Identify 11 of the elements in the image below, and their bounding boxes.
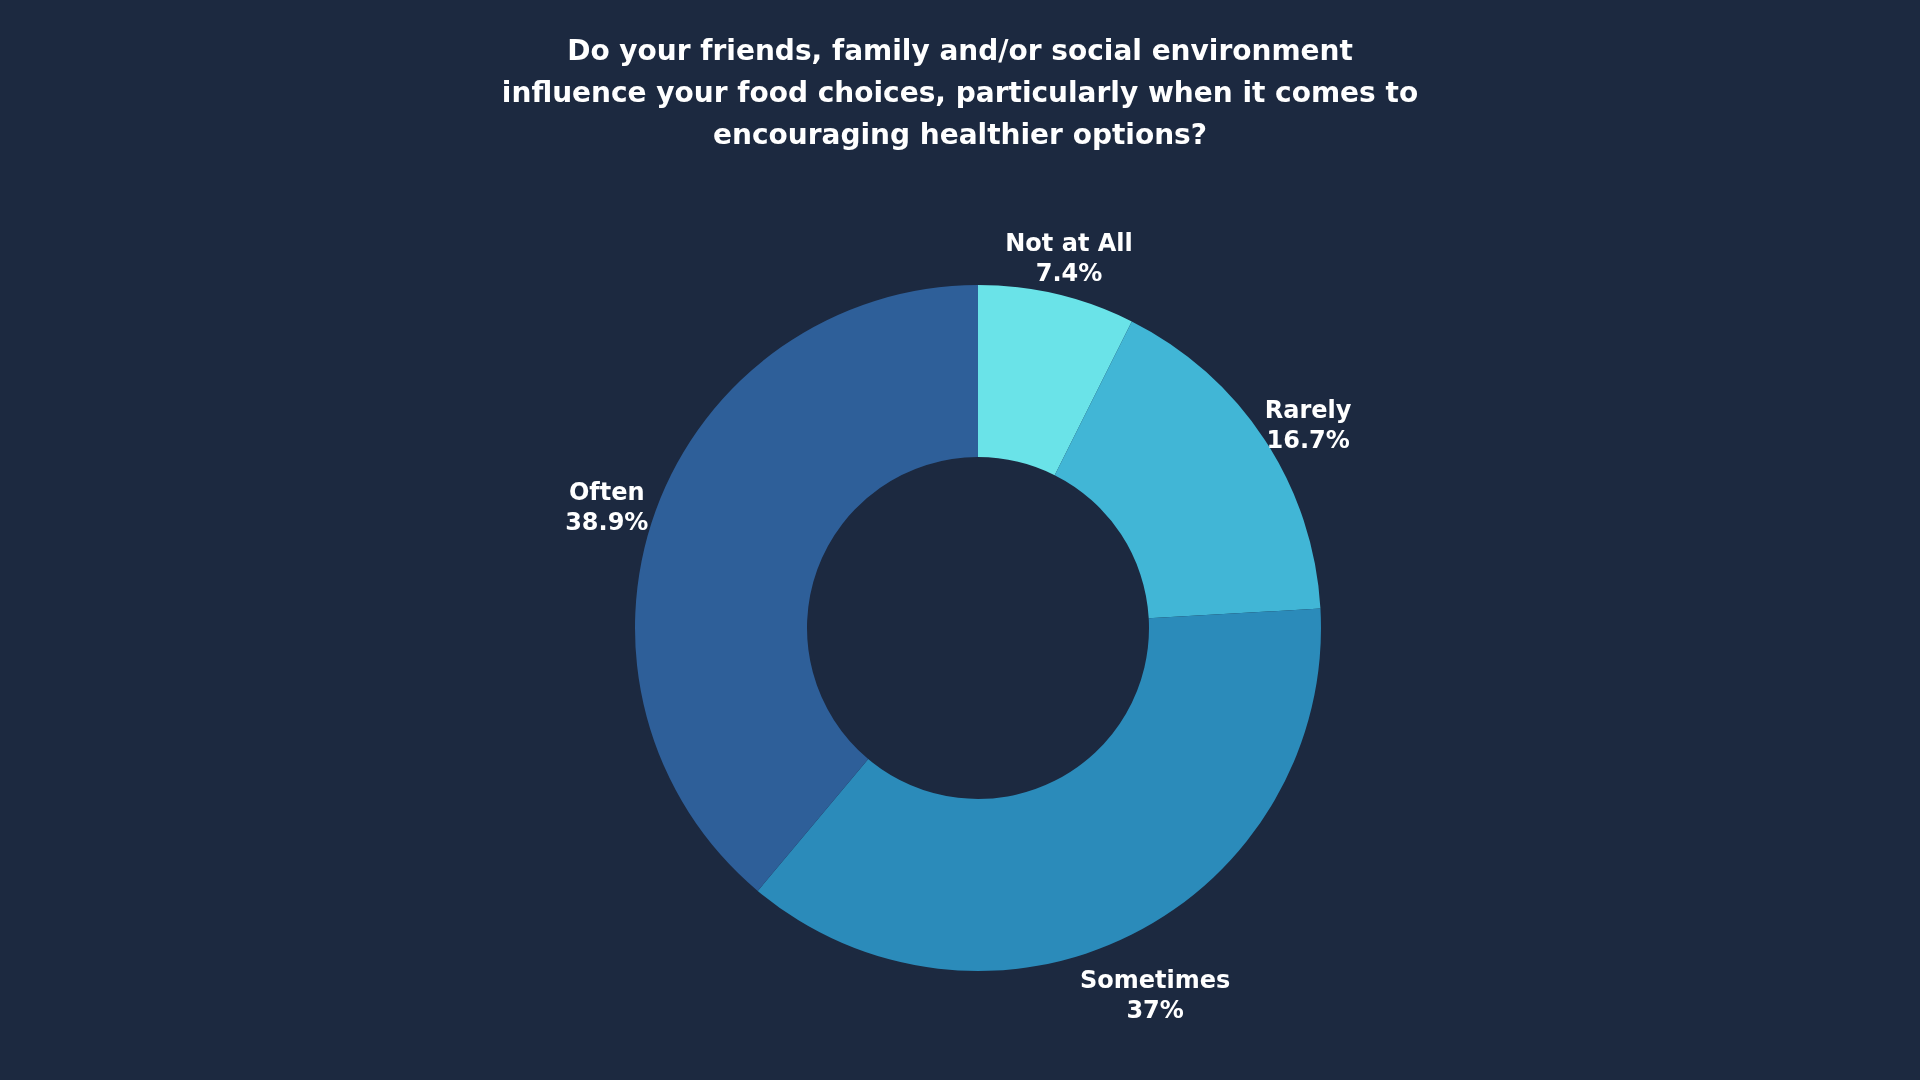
slice-label: Often bbox=[568, 478, 645, 507]
slice-label: Sometimes bbox=[1079, 966, 1231, 995]
data-label: 37% bbox=[1126, 996, 1184, 1025]
chart-title: Do your friends, family and/or social environment influence your food choices, particularly when it comes to encouraging healthier options? bbox=[501, 34, 1419, 151]
data-label: 38.9% bbox=[565, 508, 649, 537]
slice-label: Not at All bbox=[1005, 228, 1133, 257]
slice-label: Rarely bbox=[1264, 396, 1352, 425]
data-label: 7.4% bbox=[1035, 258, 1103, 287]
data-label: 16.7% bbox=[1266, 426, 1350, 455]
donut-slice bbox=[978, 285, 1132, 476]
donut-slice bbox=[757, 608, 1321, 971]
